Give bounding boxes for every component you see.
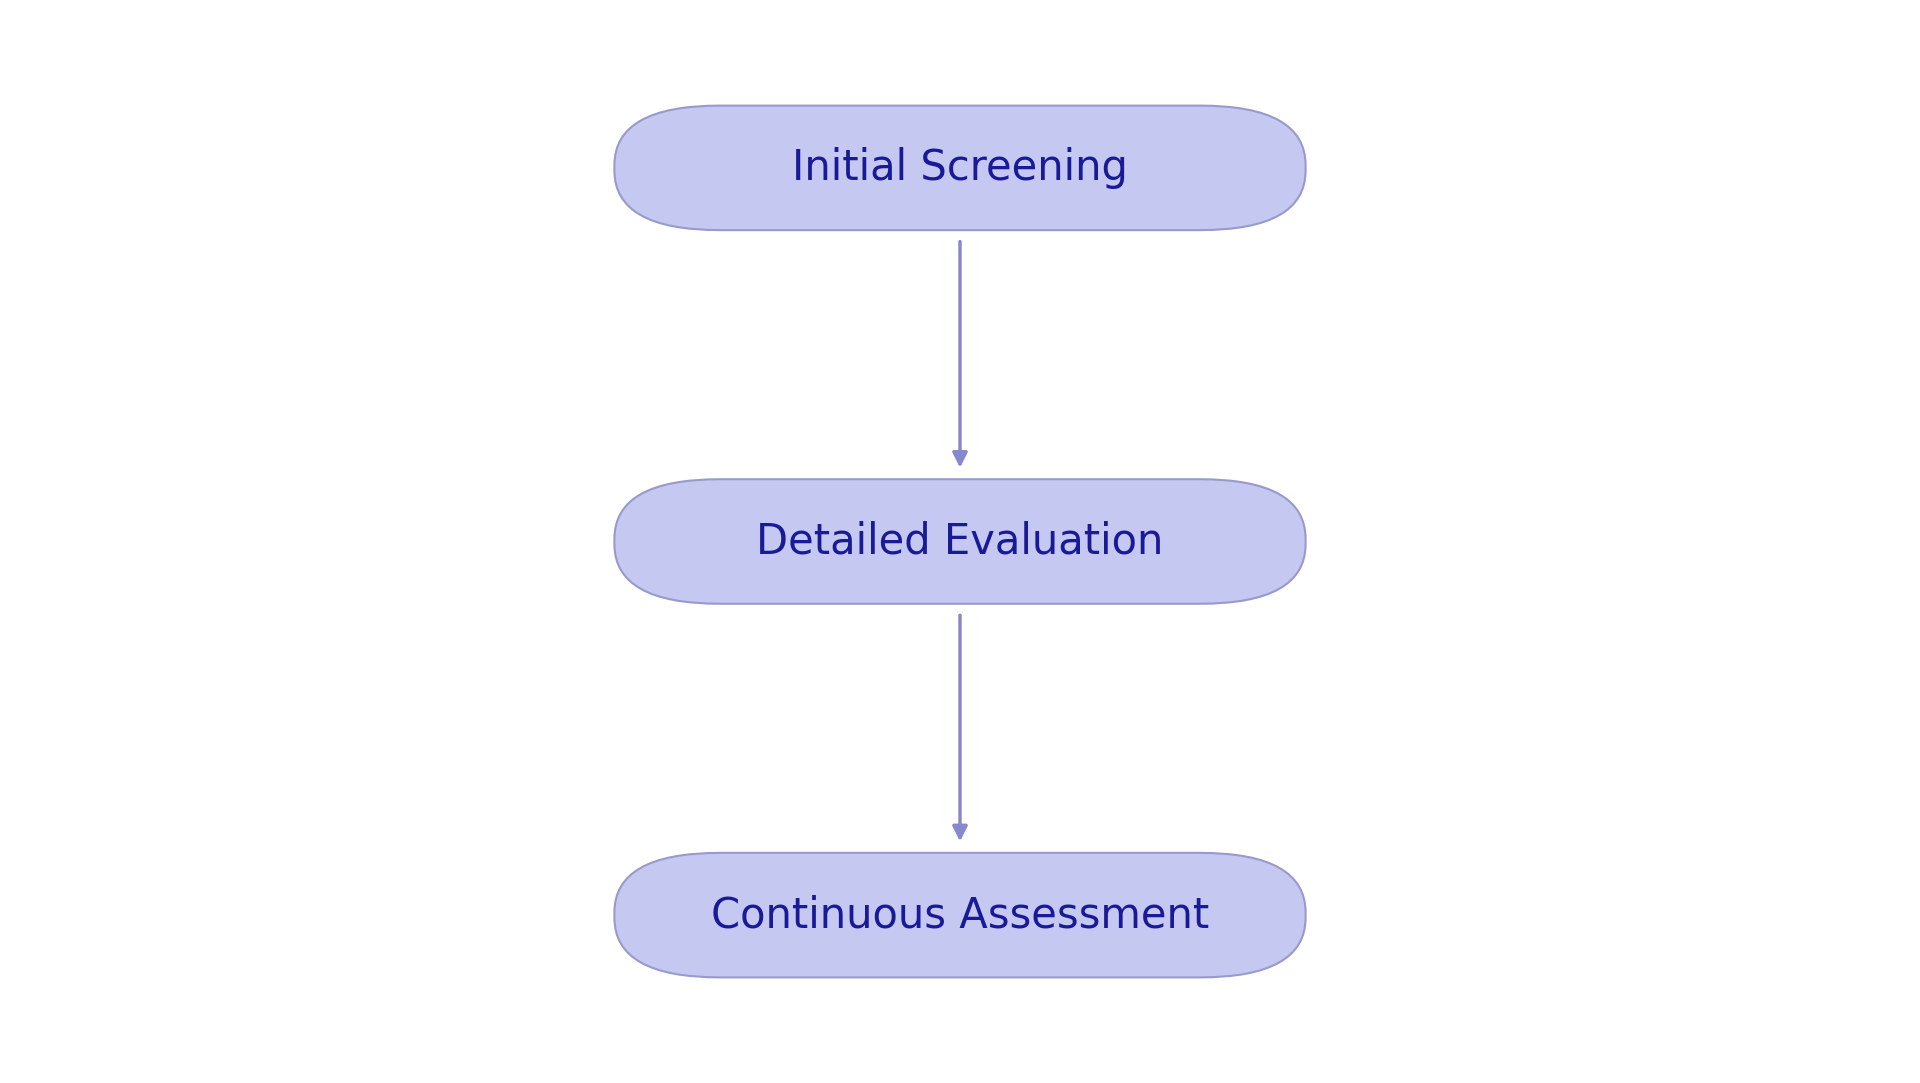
Text: Initial Screening: Initial Screening [793, 147, 1127, 188]
FancyBboxPatch shape [614, 853, 1306, 977]
Text: Detailed Evaluation: Detailed Evaluation [756, 521, 1164, 562]
FancyBboxPatch shape [614, 479, 1306, 604]
Text: Continuous Assessment: Continuous Assessment [710, 895, 1210, 936]
FancyBboxPatch shape [614, 106, 1306, 231]
